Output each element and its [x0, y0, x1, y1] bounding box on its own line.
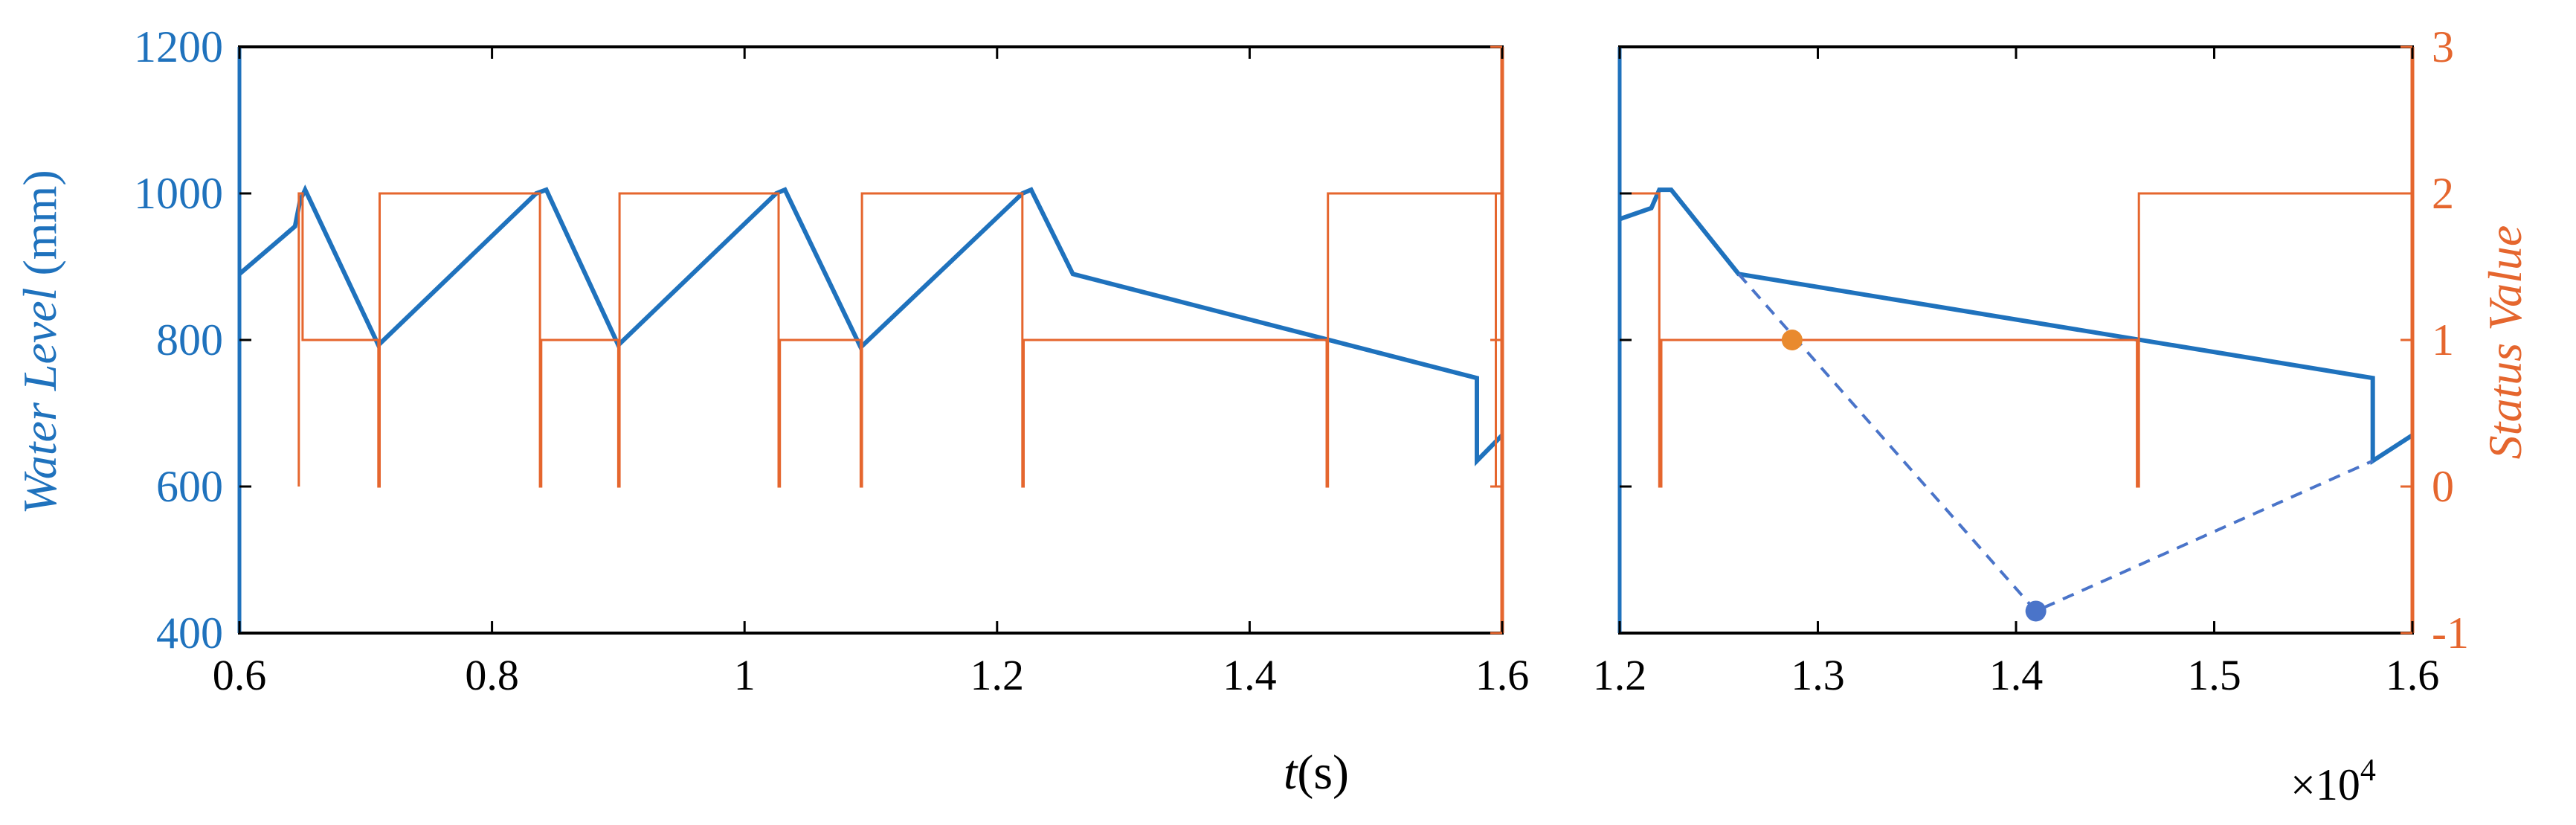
x-multiplier-label: ×104 [2290, 754, 2376, 809]
y-tick-label-right: 3 [2432, 22, 2454, 71]
y-tick-label-left: 800 [156, 315, 223, 365]
x-tick-label: 1.6 [1475, 651, 1530, 699]
left-y-axis-label: Water Level (mm) [13, 170, 66, 514]
y-tick-label-right: 0 [2432, 462, 2454, 511]
x-label-unit: (s) [1297, 745, 1349, 800]
right-y-axis-label: Status Value [2479, 225, 2531, 460]
left-series-layer [238, 184, 1504, 488]
x-multiplier-base: ×10 [2290, 760, 2360, 809]
right-y-tick-labels: -1 0 1 2 3 [2432, 22, 2469, 658]
x-multiplier-exp: 4 [2360, 754, 2376, 788]
left-ticks-layer [238, 45, 1504, 635]
right-ticks-layer [1618, 45, 2414, 635]
y-tick-label-left: 400 [156, 609, 223, 658]
left-x-tick-labels: 0.6 0.8 1 1.2 1.4 1.6 [213, 651, 1530, 699]
right-series-layer [1619, 187, 2414, 613]
x-tick-label: 1.3 [1791, 651, 1845, 699]
x-axis-label: t(s) [1284, 745, 1349, 800]
water-level-series-1 [1737, 272, 2374, 613]
left-y-tick-labels: 400 600 800 1000 1200 [134, 22, 223, 658]
blue-marker [2025, 600, 2047, 622]
y-tick-label-left: 1200 [134, 22, 223, 71]
y-label-unit: (mm) [13, 170, 66, 275]
y-tick-label-right: 1 [2432, 315, 2454, 365]
status-value-series-2 [1620, 192, 2403, 488]
x-tick-label: 1.2 [1593, 651, 1647, 699]
x-tick-label: 1.4 [1989, 651, 2044, 699]
right-x-tick-labels: 1.2 1.3 1.4 1.5 1.6 [1593, 651, 2440, 699]
status-value-series-1 [297, 192, 1497, 488]
y-label-italic: Water Level [13, 288, 66, 515]
y-tick-label-right: 2 [2432, 169, 2454, 218]
x-tick-label: 1.6 [2386, 651, 2440, 699]
y-tick-label-right: -1 [2432, 609, 2469, 658]
x-tick-label: 1.4 [1223, 651, 1277, 699]
right-panel: -1 0 1 2 3 1.2 1.3 1.4 1.5 1.6 Status Value ×104 [1593, 22, 2531, 809]
x-tick-label: 1.5 [2187, 651, 2241, 699]
x-label-var: t [1284, 745, 1298, 800]
right-markers-layer [1781, 330, 2047, 622]
x-tick-label: 1.2 [970, 651, 1025, 699]
orange-marker [1781, 330, 1803, 350]
y-tick-label-left: 1000 [134, 169, 223, 218]
y-tick-label-left: 600 [156, 462, 223, 511]
water-level-series-0 [1619, 187, 2414, 466]
left-panel: 400 600 800 1000 1200 0.6 0.8 1 1.2 1.4 1.6 Water… [13, 22, 1529, 800]
x-tick-label: 0.8 [465, 651, 519, 699]
x-tick-label: 0.6 [213, 651, 267, 699]
water-level-series-0 [238, 184, 1504, 466]
x-tick-label: 1 [734, 651, 756, 699]
